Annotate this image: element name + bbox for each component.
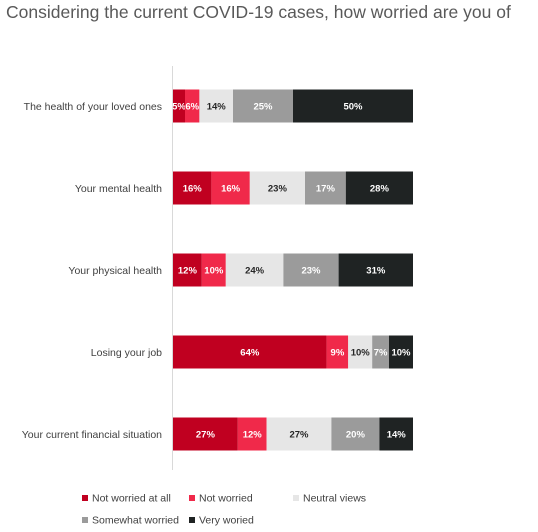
- data-label: 17%: [316, 184, 336, 195]
- legend-swatch: [293, 495, 299, 501]
- bar-segment: [379, 417, 413, 451]
- legend-swatch: [189, 495, 195, 501]
- bar-segment: [326, 335, 349, 369]
- data-label: 12%: [178, 266, 198, 277]
- legend-label: Not worried at all: [92, 493, 171, 505]
- chart-title: Considering the current COVID-19 cases, …: [6, 2, 511, 22]
- bar-segment: [173, 335, 327, 369]
- data-label: 12%: [243, 430, 263, 441]
- bar-segment: [211, 171, 250, 205]
- bar-segment: [173, 171, 212, 205]
- data-label: 50%: [343, 102, 363, 113]
- legend-swatch: [82, 517, 88, 523]
- data-label: 9%: [331, 348, 345, 359]
- data-label: 23%: [301, 266, 321, 277]
- data-label: 23%: [268, 184, 288, 195]
- bar-segment: [173, 253, 202, 287]
- data-label: 10%: [351, 348, 371, 359]
- bar-segment: [233, 89, 293, 123]
- bar-segment: [173, 89, 185, 123]
- legend-label: Not worried: [199, 493, 253, 505]
- data-label: 64%: [240, 348, 260, 359]
- bar-segment: [305, 171, 346, 205]
- bar-segment: [173, 417, 238, 451]
- data-label: 5%: [172, 102, 186, 113]
- category-label: The health of your loved ones: [24, 101, 162, 113]
- legend-swatch: [189, 517, 195, 523]
- data-label: 28%: [370, 184, 390, 195]
- category-label: Your current financial situation: [22, 429, 162, 441]
- legend-label: Very woried: [199, 515, 254, 527]
- bar-segment: [201, 253, 226, 287]
- category-label: Your physical health: [68, 265, 162, 277]
- bar-segment: [249, 171, 305, 205]
- data-label: 20%: [346, 430, 366, 441]
- category-label: Losing your job: [91, 347, 162, 359]
- bar-segment: [185, 89, 200, 123]
- data-label: 31%: [366, 266, 386, 277]
- data-label: 14%: [387, 430, 407, 441]
- bar-segment: [199, 89, 233, 123]
- data-label: 24%: [245, 266, 265, 277]
- bar-segment: [293, 89, 413, 123]
- data-label: 27%: [289, 430, 309, 441]
- bar-segment: [372, 335, 389, 369]
- bar-segment: [225, 253, 284, 287]
- data-label: 10%: [204, 266, 224, 277]
- data-label: 16%: [183, 184, 203, 195]
- data-label: 16%: [221, 184, 241, 195]
- legend-label: Somewhat worried: [92, 515, 179, 527]
- bar-segment: [348, 335, 373, 369]
- legend-swatch: [82, 495, 88, 501]
- category-label: Your mental health: [75, 183, 162, 195]
- legend-label: Neutral views: [303, 493, 366, 505]
- bar-segment: [283, 253, 339, 287]
- data-label: 25%: [253, 102, 273, 113]
- bar-segment: [266, 417, 332, 451]
- data-label: 10%: [391, 348, 411, 359]
- bar-segment: [338, 253, 413, 287]
- bar-segment: [345, 171, 413, 205]
- bar-segment: [331, 417, 380, 451]
- data-label: 6%: [185, 102, 199, 113]
- data-label: 27%: [196, 430, 216, 441]
- bar-segment: [389, 335, 413, 369]
- bar-segment: [237, 417, 267, 451]
- data-label: 7%: [374, 348, 388, 359]
- data-label: 14%: [207, 102, 227, 113]
